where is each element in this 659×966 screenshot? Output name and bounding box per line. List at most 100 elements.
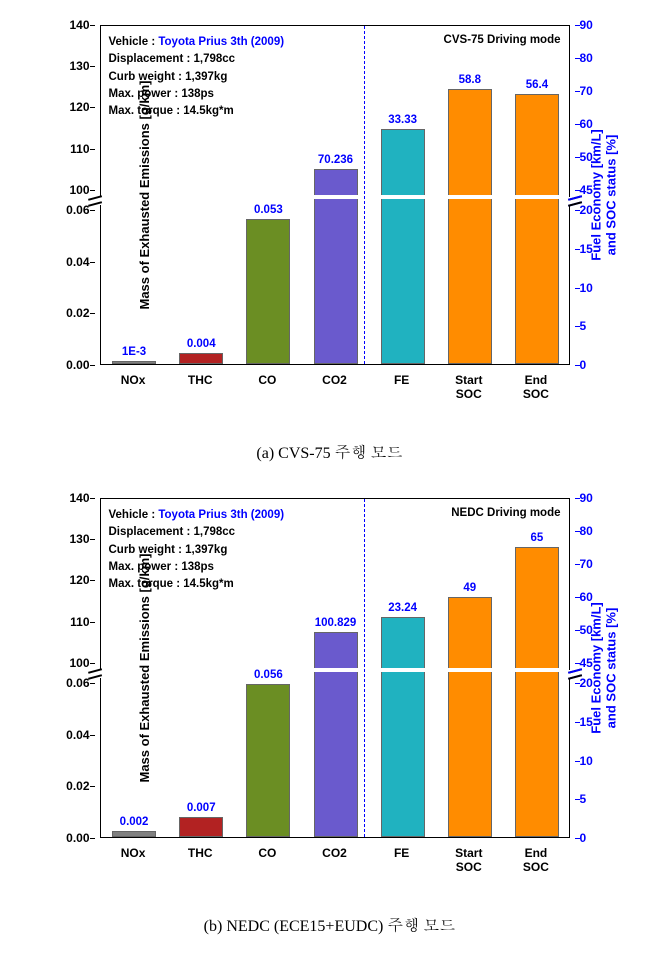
x-tick: CO: [258, 846, 276, 860]
x-tick: CO2: [322, 373, 347, 387]
bar-start-soc: [448, 89, 492, 364]
bar-end-soc: [515, 94, 559, 364]
bar-nox: [112, 831, 156, 837]
info-max_power: Max. power : 138ps: [109, 559, 285, 576]
bar-label: 56.4: [502, 79, 572, 91]
vehicle-value: Toyota Prius 3th (2009): [158, 509, 284, 521]
y-left-tick: 100: [69, 183, 89, 197]
y-left-tick: 130: [69, 532, 89, 546]
info-max_power: Max. power : 138ps: [109, 86, 285, 103]
info-displacement: Displacement : 1,798cc: [109, 524, 285, 541]
axis-break-left: [89, 197, 101, 205]
y-right-tick: 80: [580, 524, 593, 538]
info-max_torque: Max. torque : 14.5kg*m: [109, 576, 285, 593]
x-tick: FE: [394, 373, 409, 387]
y-axis-right: 90807060504520151050Fuel Economy [km/L]a…: [575, 498, 645, 838]
plot-area: Vehicle : Toyota Prius 3th (2009)Displac…: [100, 498, 570, 838]
x-axis: NOx THC CO CO2 FE Start SOC End SOC: [100, 370, 570, 420]
y-right-tick: 80: [580, 51, 593, 65]
axis-break-right: [569, 670, 581, 678]
bar-label: 49: [435, 582, 505, 594]
x-tick: Start SOC: [455, 373, 482, 402]
bar-label: 0.053: [233, 204, 303, 216]
info-max_torque: Max. torque : 14.5kg*m: [109, 103, 285, 120]
driving-mode-label: CVS-75 Driving mode: [444, 34, 561, 46]
y-right-tick: 5: [580, 792, 587, 806]
x-tick: NOx: [121, 373, 146, 387]
divider-line: [364, 26, 365, 364]
vehicle-value: Toyota Prius 3th (2009): [158, 36, 284, 48]
bar-break-mark: [379, 195, 427, 199]
bar-thc: [179, 817, 223, 837]
y-left-tick: 0.00: [66, 831, 89, 845]
bar-nox: [112, 361, 156, 364]
y-right-tick: 0: [580, 358, 587, 372]
bar-label: 1E-3: [99, 346, 169, 358]
divider-line: [364, 499, 365, 837]
y-left-tick: 0.02: [66, 306, 89, 320]
bar-break-mark: [312, 668, 360, 672]
y-axis-right: 90807060504520151050Fuel Economy [km/L]a…: [575, 25, 645, 365]
caption-nedc: (b) NEDC (ECE15+EUDC) 주행 모드: [10, 913, 649, 936]
vehicle-label: Vehicle :: [109, 36, 159, 48]
y-right-label: Fuel Economy [km/L]and SOC status [%]: [589, 602, 619, 733]
vehicle-info-box: Vehicle : Toyota Prius 3th (2009) Displac…: [109, 34, 285, 120]
bar-break-mark: [513, 195, 561, 199]
bar-break-mark: [446, 195, 494, 199]
bar-start-soc: [448, 597, 492, 837]
bar-label: 0.004: [166, 338, 236, 350]
y-left-tick: 0.04: [66, 728, 89, 742]
y-left-tick: 140: [69, 491, 89, 505]
y-right-tick: 70: [580, 557, 593, 571]
x-tick: End SOC: [523, 846, 549, 875]
bar-break-mark: [312, 195, 360, 199]
y-right-tick: 10: [580, 281, 593, 295]
x-tick: THC: [188, 846, 213, 860]
bar-co: [246, 684, 290, 837]
chart-nedc: Vehicle : Toyota Prius 3th (2009)Displac…: [20, 483, 640, 903]
y-left-tick: 140: [69, 18, 89, 32]
bar-co2: [314, 632, 358, 837]
y-left-tick: 110: [70, 142, 89, 156]
plot-area: Vehicle : Toyota Prius 3th (2009) Displac…: [100, 25, 570, 365]
bar-label: 70.236: [301, 154, 371, 166]
y-axis-left: 1401301201101000.060.040.020.00Mass of E…: [20, 498, 95, 838]
bar-thc: [179, 353, 223, 364]
y-left-tick: 120: [69, 100, 89, 114]
y-left-tick: 0.06: [66, 203, 89, 217]
bar-label: 33.33: [368, 114, 438, 126]
y-left-tick: 0.04: [66, 255, 89, 269]
vehicle-info-box: Vehicle : Toyota Prius 3th (2009)Displac…: [109, 507, 285, 593]
y-right-tick: 10: [580, 754, 593, 768]
y-left-tick: 130: [69, 59, 89, 73]
info-curb_weight: Curb weight : 1,397kg: [109, 542, 285, 559]
x-tick: CO: [258, 373, 276, 387]
bar-fe: [381, 617, 425, 837]
bar-label: 58.8: [435, 74, 505, 86]
x-tick: End SOC: [523, 373, 549, 402]
bar-break-mark: [446, 668, 494, 672]
caption-cvs75: (a) CVS-75 주행 모드: [10, 440, 649, 463]
bar-end-soc: [515, 547, 559, 837]
x-tick: CO2: [322, 846, 347, 860]
x-tick: FE: [394, 846, 409, 860]
bar-label: 65: [502, 532, 572, 544]
bar-break-mark: [513, 668, 561, 672]
y-right-label: Fuel Economy [km/L]and SOC status [%]: [589, 129, 619, 260]
bar-fe: [381, 129, 425, 364]
y-right-tick: 5: [580, 319, 587, 333]
y-right-tick: 90: [580, 18, 593, 32]
y-left-tick: 0.00: [66, 358, 89, 372]
chart-cvs75: Vehicle : Toyota Prius 3th (2009) Displac…: [20, 10, 640, 430]
bar-label: 100.829: [301, 617, 371, 629]
y-right-tick: 90: [580, 491, 593, 505]
y-left-tick: 120: [69, 573, 89, 587]
y-left-tick: 100: [69, 656, 89, 670]
x-tick: NOx: [121, 846, 146, 860]
bar-label: 0.002: [99, 816, 169, 828]
bar-label: 0.007: [166, 802, 236, 814]
bar-co: [246, 219, 290, 364]
x-tick: THC: [188, 373, 213, 387]
bar-label: 23.24: [368, 602, 438, 614]
info-displacement: Displacement : 1,798cc: [109, 51, 285, 68]
